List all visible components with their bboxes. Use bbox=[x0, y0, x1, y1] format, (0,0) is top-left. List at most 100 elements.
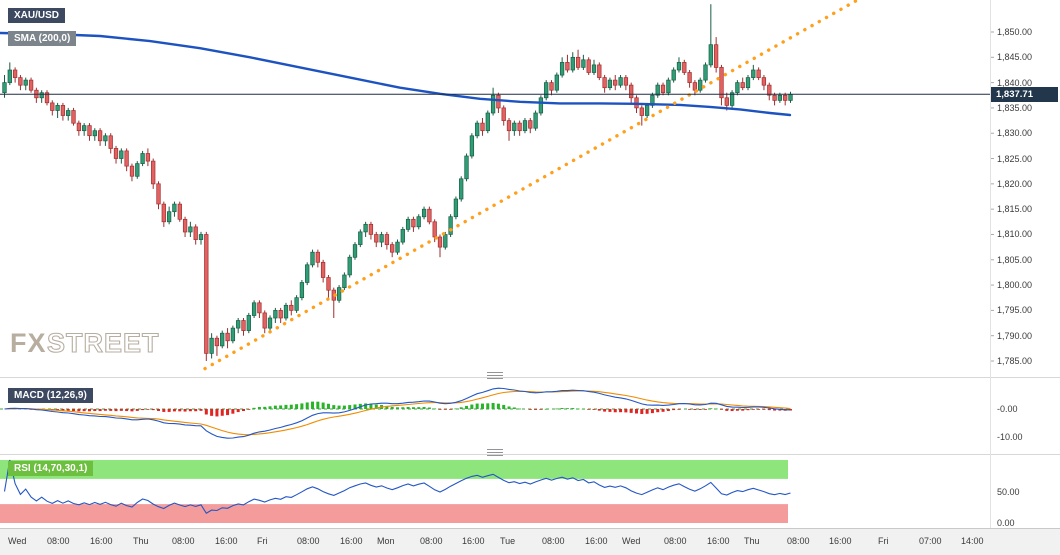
time-axis-label: Mon bbox=[377, 536, 395, 546]
macd-indicator-badge[interactable]: MACD (12,26,9) bbox=[8, 388, 93, 403]
macd-histogram-bar bbox=[146, 409, 150, 410]
macd-histogram-bar bbox=[364, 403, 368, 409]
candle-up bbox=[703, 64, 708, 81]
axis-tick-label: 1,800.00 bbox=[997, 280, 1033, 290]
rsi-indicator-badge[interactable]: RSI (14,70,30,1) bbox=[8, 461, 94, 476]
macd-signal-line bbox=[4, 390, 791, 436]
candle-up bbox=[538, 97, 544, 114]
candle-up bbox=[618, 77, 623, 86]
macd-histogram-bar bbox=[316, 401, 320, 409]
macd-histogram-bar bbox=[714, 408, 718, 410]
candle-down bbox=[374, 234, 379, 243]
candle-down bbox=[129, 165, 135, 177]
macd-histogram-bar bbox=[273, 405, 277, 409]
axis-tick-label: 1,820.00 bbox=[997, 179, 1033, 189]
axis-tick-label: 1,825.00 bbox=[997, 154, 1033, 164]
candle-down bbox=[60, 105, 66, 116]
candle-down bbox=[437, 236, 443, 248]
macd-histogram-bar bbox=[502, 404, 506, 409]
macd-histogram-bar bbox=[698, 409, 702, 410]
candle-down bbox=[262, 312, 267, 329]
candle-down bbox=[326, 277, 331, 291]
macd-histogram-bar bbox=[300, 403, 304, 409]
macd-histogram-bar bbox=[77, 409, 81, 412]
macd-histogram-bar bbox=[597, 409, 601, 411]
pane-resize-handle-icon[interactable] bbox=[487, 449, 503, 456]
macd-histogram-bar bbox=[295, 404, 299, 409]
candle-up bbox=[66, 110, 71, 116]
macd-histogram-bar bbox=[125, 409, 129, 412]
candle-down bbox=[575, 56, 581, 68]
axis-tick-label: 1,805.00 bbox=[997, 255, 1033, 265]
time-axis-label: Tue bbox=[500, 536, 516, 546]
candle-up bbox=[777, 94, 783, 101]
macd-histogram-bar bbox=[284, 404, 288, 409]
candle-down bbox=[565, 62, 570, 71]
candle-up bbox=[236, 320, 241, 329]
candle-up bbox=[246, 315, 251, 331]
macd-histogram-bar bbox=[666, 409, 670, 412]
candle-up bbox=[554, 74, 559, 91]
candle-down bbox=[71, 110, 76, 124]
candle-down bbox=[480, 122, 485, 132]
candle-up bbox=[443, 234, 448, 248]
macd-histogram-bar bbox=[406, 406, 410, 409]
candle-down bbox=[783, 94, 788, 101]
pane-resize-handle-icon[interactable] bbox=[487, 372, 503, 379]
macd-histogram-bar bbox=[486, 403, 490, 409]
candle-up bbox=[310, 251, 315, 266]
candle-up bbox=[591, 64, 597, 73]
macd-histogram-bar bbox=[183, 409, 187, 412]
macd-histogram-bar bbox=[613, 409, 617, 413]
candle-down bbox=[597, 64, 602, 78]
time-axis-label: 08:00 bbox=[664, 536, 687, 546]
candle-up bbox=[209, 337, 214, 354]
time-axis-label: 08:00 bbox=[297, 536, 320, 546]
candle-up bbox=[135, 163, 140, 177]
candle-down bbox=[315, 251, 320, 263]
macd-histogram-bar bbox=[396, 407, 399, 409]
candle-up bbox=[283, 304, 289, 319]
macd-histogram-bar bbox=[93, 409, 97, 412]
candle-down bbox=[12, 69, 18, 78]
macd-histogram-bar bbox=[231, 409, 235, 414]
macd-histogram-bar bbox=[571, 408, 575, 409]
time-axis-label: 16:00 bbox=[90, 536, 113, 546]
price-axis[interactable]: 1,850.00 1,845.00 1,840.00 1,835.00 1,830.00… bbox=[990, 0, 1060, 528]
candle-up bbox=[82, 125, 87, 132]
candle-up bbox=[485, 112, 490, 132]
candle-down bbox=[660, 84, 666, 94]
macd-histogram-bar bbox=[465, 405, 469, 409]
macd-histogram-bar bbox=[162, 409, 166, 412]
time-axis[interactable]: Wed 08:00 16:00 Thu 08:00 16:00 Fri 08:00 16:00 M… bbox=[0, 528, 1060, 555]
candle-down bbox=[506, 120, 512, 132]
trendline[interactable] bbox=[203, 0, 868, 371]
candle-up bbox=[188, 226, 193, 233]
candle-down bbox=[384, 234, 390, 245]
macd-histogram-bar bbox=[581, 408, 585, 410]
macd-histogram-bar bbox=[311, 401, 315, 409]
macd-histogram-bar bbox=[194, 409, 198, 412]
candle-up bbox=[395, 241, 400, 253]
axis-tick-label: 1,790.00 bbox=[997, 331, 1033, 341]
fxstreet-logo-street: STREET bbox=[47, 328, 160, 358]
macd-histogram-bar bbox=[741, 409, 745, 411]
candle-down bbox=[182, 218, 188, 233]
macd-histogram-bar bbox=[374, 404, 378, 409]
time-axis-label: 16:00 bbox=[829, 536, 852, 546]
sma-indicator-badge[interactable]: SMA (200,0) bbox=[8, 31, 77, 46]
time-axis-label: 08:00 bbox=[542, 536, 565, 546]
macd-histogram-bar bbox=[114, 409, 118, 412]
macd-histogram-bar bbox=[151, 409, 155, 411]
macd-histogram-bar bbox=[289, 404, 293, 409]
candle-up bbox=[421, 208, 427, 218]
candle-up bbox=[273, 310, 278, 319]
macd-histogram-bar bbox=[767, 409, 771, 411]
macd-histogram-bar bbox=[390, 406, 394, 409]
candle-up bbox=[103, 135, 108, 142]
macd-histogram-bar bbox=[172, 409, 176, 412]
candle-down bbox=[692, 82, 698, 91]
candle-down bbox=[623, 77, 629, 86]
macd-histogram-bar bbox=[650, 409, 654, 414]
